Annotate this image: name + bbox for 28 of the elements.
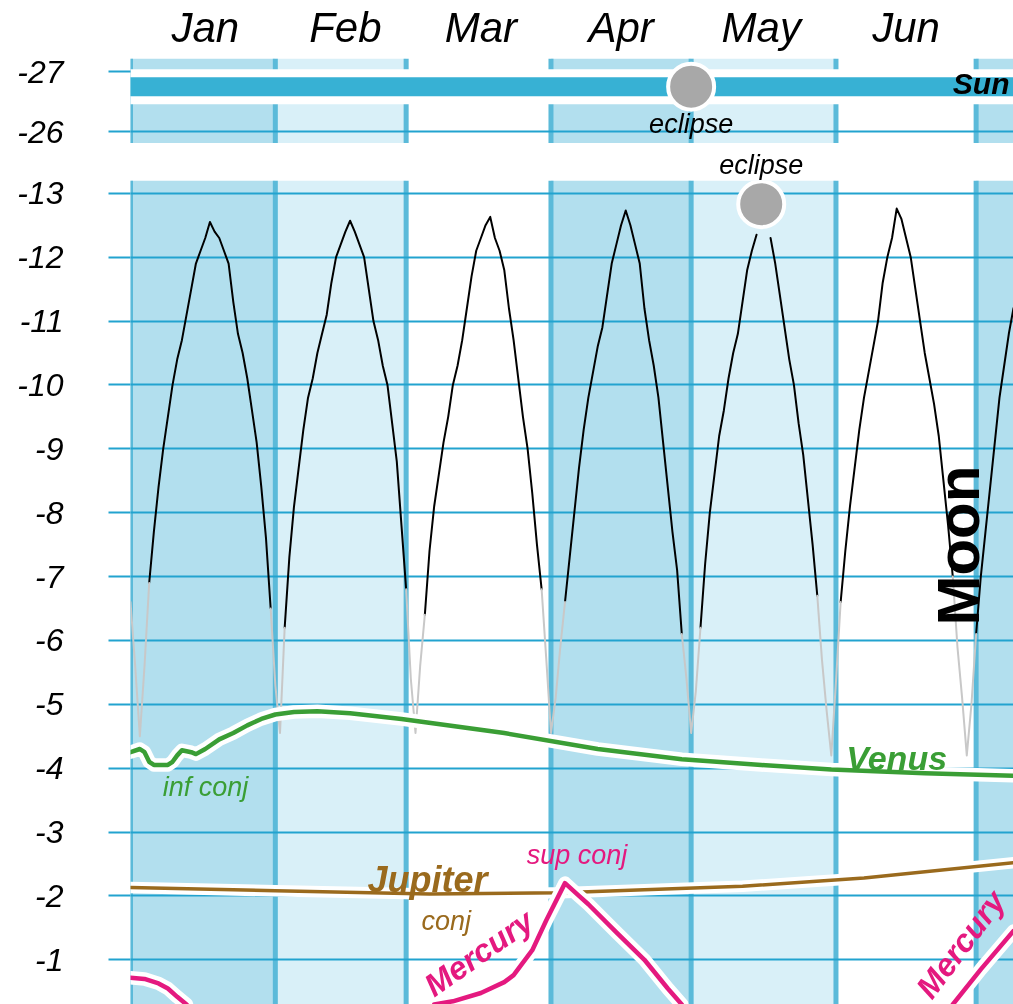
y-tick-label: -5 <box>35 686 64 723</box>
series-label: Jupiter <box>367 859 490 901</box>
x-tick-label: Apr <box>585 3 656 51</box>
x-tick-label: Feb <box>309 3 382 51</box>
y-tick-label: -4 <box>35 750 64 787</box>
y-tick-label: -7 <box>35 558 65 595</box>
y-tick-label: -12 <box>17 239 64 276</box>
y-tick-label: -6 <box>35 622 64 659</box>
annotation: inf conj <box>162 771 250 802</box>
y-tick-label: -13 <box>17 175 64 212</box>
y-tick-label: -26 <box>17 113 64 150</box>
y-tick-label: -11 <box>19 303 64 340</box>
y-tick-label: -3 <box>35 814 64 851</box>
y-tick-label: -8 <box>35 494 64 531</box>
x-tick-label: May <box>721 3 804 51</box>
y-tick-label: -10 <box>17 366 64 403</box>
annotation: sup conj <box>526 840 629 871</box>
y-tick-label: -9 <box>35 430 64 467</box>
y-tick-label: -2 <box>35 877 64 914</box>
y-tick-label: -27 <box>17 53 65 90</box>
x-tick-label: Mar <box>444 3 520 51</box>
text: Moon <box>925 465 993 626</box>
x-tick-label: Jan <box>170 3 240 51</box>
series-label: Sun <box>952 66 1010 100</box>
y-tick-label: -1 <box>35 941 64 978</box>
x-tick-label: Jun <box>871 3 940 51</box>
annotation: eclipse <box>719 149 804 180</box>
series-label: Venus <box>846 739 948 778</box>
